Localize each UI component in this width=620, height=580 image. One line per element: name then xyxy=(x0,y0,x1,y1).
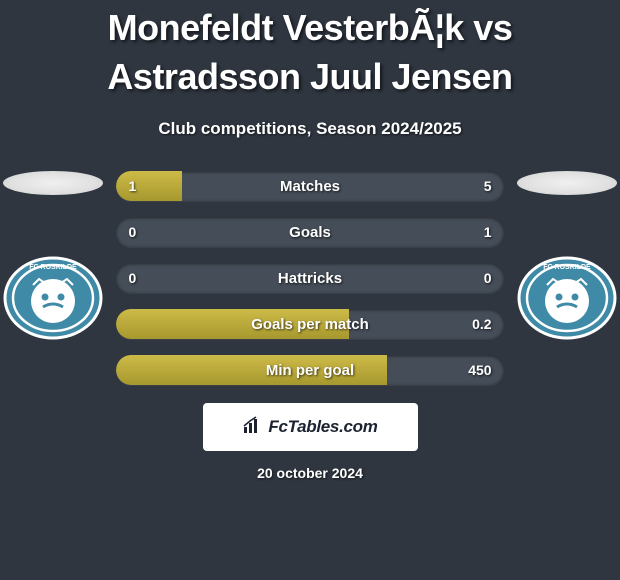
stat-value-right: 0 xyxy=(484,263,492,293)
bar-fill-left xyxy=(116,309,348,339)
stat-label: Hattricks xyxy=(116,263,503,293)
right-club-badge: FC ROSKILDE xyxy=(517,255,617,341)
left-club-badge: FC ROSKILDE xyxy=(3,255,103,341)
chart-icon xyxy=(242,415,262,440)
left-player-column: FC ROSKILDE xyxy=(0,171,106,341)
comparison-card: Monefeldt VesterbÃ¦k vs Astradsson Juul … xyxy=(0,0,620,481)
stat-row: 15Matches xyxy=(116,171,503,201)
stat-row: 0 0Hattricks xyxy=(116,263,503,293)
page-title: Monefeldt VesterbÃ¦k vs Astradsson Juul … xyxy=(0,0,620,101)
bar-fill-left xyxy=(116,355,387,385)
fctables-logo[interactable]: FcTables.com xyxy=(203,403,418,451)
main-row: FC ROSKILDE 15Matches01Goals00Hattricks0… xyxy=(0,171,620,385)
stat-value-right: 450 xyxy=(468,355,491,385)
stat-row: 0.2Goals per match xyxy=(116,309,503,339)
stat-value-left: 1 xyxy=(128,171,136,201)
right-silhouette xyxy=(517,171,617,195)
date: 20 october 2024 xyxy=(0,465,620,481)
logo-text: FcTables.com xyxy=(268,417,377,437)
right-player-column: FC ROSKILDE xyxy=(514,171,620,341)
stat-row: 0 1Goals xyxy=(116,217,503,247)
bar-fill-left xyxy=(116,171,182,201)
stat-value-left: 0 xyxy=(128,217,136,247)
stat-label: Goals xyxy=(116,217,503,247)
stat-row: 450Min per goal xyxy=(116,355,503,385)
stat-value-right: 0.2 xyxy=(472,309,491,339)
comparison-bars: 15Matches01Goals00Hattricks0.2Goals per … xyxy=(116,171,503,385)
stat-value-right: 1 xyxy=(484,217,492,247)
left-silhouette xyxy=(3,171,103,195)
stat-value-left: 0 xyxy=(128,263,136,293)
subtitle: Club competitions, Season 2024/2025 xyxy=(0,119,620,139)
stat-value-right: 5 xyxy=(484,171,492,201)
svg-text:FC ROSKILDE: FC ROSKILDE xyxy=(543,264,591,271)
svg-text:FC ROSKILDE: FC ROSKILDE xyxy=(29,264,77,271)
